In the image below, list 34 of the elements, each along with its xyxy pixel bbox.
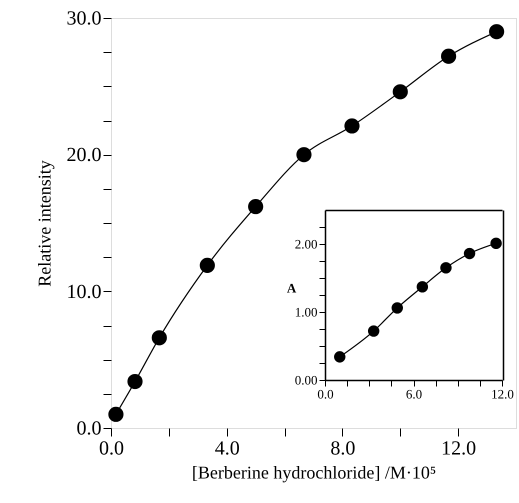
x-tick-label: 12.0	[441, 438, 476, 460]
point	[108, 406, 124, 422]
point	[152, 330, 167, 346]
point	[127, 374, 143, 390]
point	[200, 258, 215, 273]
point	[296, 147, 312, 162]
point	[490, 238, 502, 250]
x-tick-label: 0.0	[317, 386, 334, 402]
y-tick-label: 10.0	[66, 280, 102, 303]
point	[440, 262, 452, 274]
x-tick-label: 8.0	[330, 438, 356, 460]
x-tick-label: 6.0	[406, 386, 422, 402]
point	[248, 199, 264, 214]
y-tick-label: 20.0	[66, 144, 102, 166]
point	[368, 325, 380, 337]
point	[392, 302, 403, 314]
y-tick-label: 1.00	[294, 304, 318, 320]
x-axis-title: [Berberine hydrochloride] /M·10⁵	[192, 462, 436, 482]
point	[344, 118, 360, 134]
point	[489, 24, 504, 40]
point	[441, 48, 456, 64]
x-tick-label: 12.0	[491, 386, 514, 402]
y-axis-title: A	[286, 280, 297, 296]
y-tick-label: 2.00	[294, 236, 318, 252]
point	[464, 248, 476, 260]
x-tick-label: 0.0	[99, 438, 124, 460]
y-tick-label: 30.0	[66, 8, 102, 30]
y-tick-label: 0.00	[294, 372, 318, 388]
point	[334, 351, 346, 363]
point	[392, 84, 408, 100]
y-axis-title: Relative intensity	[34, 160, 54, 287]
point	[416, 281, 428, 293]
x-tick-label: 4.0	[214, 438, 240, 460]
y-tick-label: 0.0	[76, 418, 102, 440]
